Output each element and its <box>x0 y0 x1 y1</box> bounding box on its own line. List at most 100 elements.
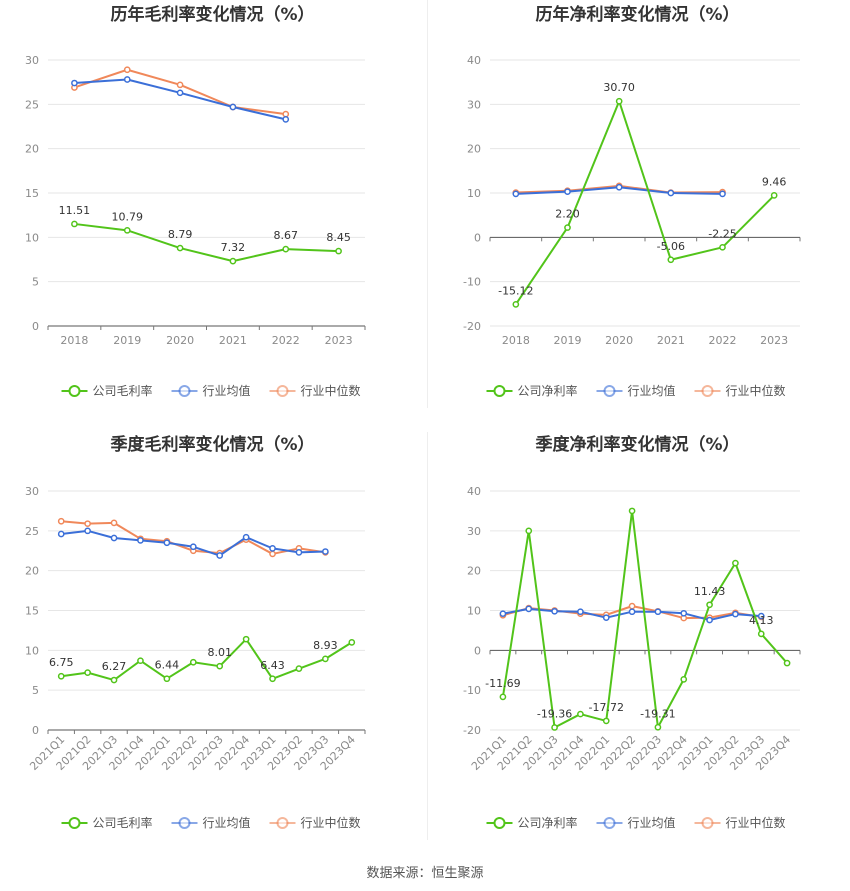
y-tick-label: 0 <box>474 231 481 244</box>
data-point <box>57 672 65 680</box>
y-tick-label: -20 <box>463 724 481 737</box>
legend-label: 行业中位数 <box>301 383 361 398</box>
data-label: 6.75 <box>49 656 74 669</box>
data-point <box>322 655 329 663</box>
data-label: -5.06 <box>657 240 685 253</box>
legend-marker-icon <box>701 385 714 397</box>
data-point <box>295 548 303 556</box>
data-point <box>110 519 118 527</box>
data-point <box>163 539 171 547</box>
data-label: 6.43 <box>260 659 285 672</box>
data-point <box>615 97 623 105</box>
data-point <box>551 607 558 615</box>
series-line <box>74 222 339 263</box>
data-point <box>732 559 739 567</box>
data-label: 9.46 <box>762 175 787 188</box>
y-tick-label: 40 <box>467 485 481 498</box>
data-point <box>84 527 91 535</box>
x-tick-label: 2023 <box>760 334 788 347</box>
data-point <box>269 550 276 558</box>
data-point <box>680 676 688 683</box>
data-label: 6.44 <box>155 659 180 672</box>
data-label: -17.72 <box>589 701 624 714</box>
data-label: 8.45 <box>326 231 351 244</box>
data-point <box>189 658 197 666</box>
data-point <box>123 76 131 83</box>
y-tick-label: -10 <box>463 684 481 697</box>
x-tick-label: 2019 <box>554 334 582 347</box>
data-label: 11.43 <box>694 585 726 598</box>
legend-marker-icon <box>68 385 81 397</box>
data-source-note: 数据来源：恒生聚源 <box>366 866 484 881</box>
data-point <box>525 605 533 613</box>
data-point <box>564 188 571 196</box>
data-point <box>783 659 791 667</box>
data-point <box>71 220 78 228</box>
data-point <box>229 257 237 265</box>
data-point <box>499 693 507 701</box>
chart-title: 历年毛利率变化情况（%） <box>110 4 314 25</box>
chart-legend: 公司净利率 行业均值 行业中位数 <box>486 815 786 830</box>
y-tick-label: 20 <box>467 143 481 156</box>
data-point <box>615 183 623 191</box>
x-tick-label: 2018 <box>60 334 88 347</box>
data-label: 6.27 <box>102 660 127 673</box>
legend-marker-icon <box>493 817 506 829</box>
data-point <box>564 224 571 231</box>
legend-label: 公司净利率 <box>518 383 578 398</box>
x-tick-label: 2023 <box>325 334 353 347</box>
data-point <box>525 527 533 535</box>
y-tick-label: 30 <box>25 485 39 498</box>
y-tick-label: 0 <box>474 644 481 657</box>
data-point <box>757 630 765 638</box>
data-label: -19.31 <box>640 707 675 720</box>
data-point <box>770 192 778 199</box>
y-tick-label: 5 <box>32 684 39 697</box>
data-label: 4.13 <box>749 614 774 627</box>
data-point <box>602 717 610 725</box>
x-tick-label: 2021 <box>219 334 247 347</box>
chart-title: 季度毛利率变化情况（%） <box>110 434 314 455</box>
y-tick-label: 15 <box>25 187 39 200</box>
data-point <box>335 247 342 255</box>
chart-legend: 公司毛利率 行业均值 行业中位数 <box>61 815 361 830</box>
data-point <box>176 89 184 97</box>
legend-marker-icon <box>603 385 616 397</box>
legend-marker-icon <box>178 385 191 397</box>
y-tick-label: 10 <box>25 644 39 657</box>
data-point <box>137 537 144 544</box>
data-point <box>348 639 356 646</box>
data-label: 11.51 <box>59 204 91 217</box>
data-point <box>242 635 250 643</box>
data-point <box>577 608 584 616</box>
x-tick-label: 2022 <box>272 334 300 347</box>
data-point <box>628 602 636 610</box>
y-tick-label: 30 <box>25 54 39 67</box>
data-point <box>71 79 78 87</box>
y-tick-label: 40 <box>467 54 481 67</box>
legend-label: 行业均值 <box>203 383 251 398</box>
legend-marker-icon <box>276 817 289 829</box>
data-point <box>163 675 171 683</box>
x-tick-label: 2020 <box>166 334 194 347</box>
data-point <box>512 190 520 198</box>
data-point <box>229 103 237 111</box>
data-point <box>706 601 713 609</box>
data-point <box>667 189 675 197</box>
legend-marker-icon <box>701 817 714 829</box>
data-point <box>706 616 713 624</box>
data-point <box>84 669 91 676</box>
x-tick-label: 2022 <box>709 334 737 347</box>
legend-marker-icon <box>493 385 506 397</box>
x-tick-label: 2020 <box>605 334 633 347</box>
chart-title: 季度净利率变化情况（%） <box>535 434 739 455</box>
data-label: 7.32 <box>221 241 246 254</box>
legend-label: 公司毛利率 <box>93 383 153 398</box>
chart-legend: 公司毛利率 行业均值 行业中位数 <box>61 383 361 398</box>
legend-label: 行业均值 <box>203 815 251 830</box>
data-point <box>667 256 675 264</box>
data-point <box>654 608 662 616</box>
legend-label: 行业均值 <box>628 815 676 830</box>
y-tick-label: 25 <box>25 525 39 538</box>
data-point <box>602 614 610 622</box>
